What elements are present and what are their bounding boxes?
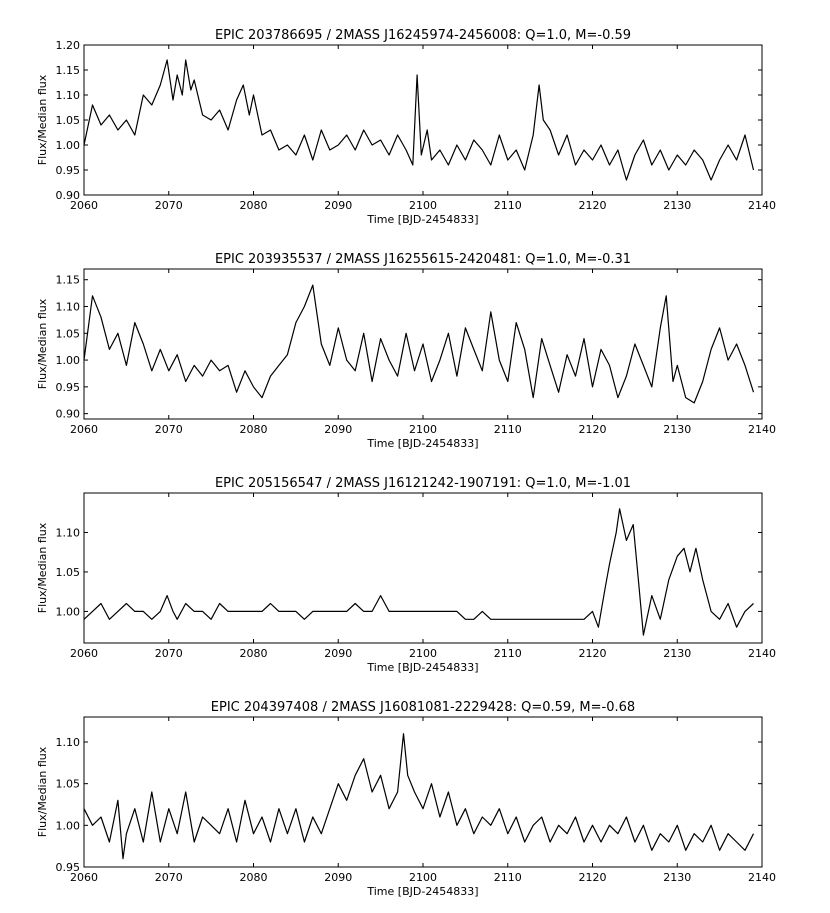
chart-panel-4: EPIC 204397408 / 2MASS J16081081-2229428…: [36, 700, 776, 898]
series-line-1: [83, 284, 755, 404]
x-tick-label: 2120: [579, 871, 607, 884]
y-tick-label: 0.95: [56, 861, 81, 874]
chart-title: EPIC 203786695 / 2MASS J16245974-2456008…: [215, 28, 631, 43]
x-tick-label: 2110: [494, 647, 522, 660]
x-tick-label: 2110: [494, 871, 522, 884]
x-tick-label: 2140: [748, 423, 776, 436]
x-tick-label: 2120: [579, 423, 607, 436]
chart-panel-2: EPIC 203935537 / 2MASS J16255615-2420481…: [36, 252, 776, 450]
y-tick-label: 1.05: [56, 114, 81, 127]
x-tick-label: 2110: [494, 423, 522, 436]
y-axis-label: Flux/Median flux: [36, 298, 49, 389]
x-tick-label: 2130: [663, 199, 691, 212]
chart-title: EPIC 203935537 / 2MASS J16255615-2420481…: [215, 252, 631, 267]
plot-frame: [83, 44, 763, 196]
y-tick-label: 1.20: [56, 39, 81, 52]
chart-panel-1: EPIC 203786695 / 2MASS J16245974-2456008…: [36, 28, 776, 226]
y-tick-label: 1.10: [56, 89, 81, 102]
y-tick-label: 0.90: [56, 189, 81, 202]
x-tick-label: 2120: [579, 647, 607, 660]
y-tick-label: 0.90: [56, 408, 81, 421]
x-tick-label: 2070: [155, 423, 183, 436]
x-tick-label: 2090: [324, 199, 352, 212]
series-line-1: [83, 508, 754, 636]
x-tick-label: 2140: [748, 199, 776, 212]
x-tick-label: 2060: [70, 871, 98, 884]
x-axis-label: Time [BJD-2454833]: [366, 661, 478, 674]
x-tick-label: 2070: [155, 647, 183, 660]
y-tick-label: 1.00: [56, 819, 81, 832]
x-tick-label: 2130: [663, 871, 691, 884]
y-tick-label: 1.15: [56, 274, 81, 287]
plot-frame: [83, 492, 763, 644]
x-axis-label: Time [BJD-2454833]: [366, 885, 478, 898]
x-tick-label: 2070: [155, 871, 183, 884]
x-tick-label: 2100: [409, 199, 437, 212]
x-tick-label: 2140: [748, 647, 776, 660]
x-tick-label: 2060: [70, 647, 98, 660]
x-tick-label: 2080: [240, 199, 268, 212]
x-tick-label: 2080: [240, 423, 268, 436]
chart-title: EPIC 204397408 / 2MASS J16081081-2229428…: [211, 700, 635, 715]
x-tick-label: 2100: [409, 647, 437, 660]
y-tick-label: 1.00: [56, 139, 81, 152]
y-tick-label: 1.10: [56, 526, 81, 539]
y-tick-label: 1.00: [56, 354, 81, 367]
y-tick-label: 1.10: [56, 301, 81, 314]
y-tick-label: 1.15: [56, 64, 81, 77]
chart-panel-3: EPIC 205156547 / 2MASS J16121242-1907191…: [36, 476, 776, 674]
x-tick-label: 2120: [579, 199, 607, 212]
x-tick-label: 2090: [324, 647, 352, 660]
x-tick-label: 2080: [240, 647, 268, 660]
y-axis-label: Flux/Median flux: [36, 746, 49, 837]
x-tick-label: 2060: [70, 423, 98, 436]
y-axis-label: Flux/Median flux: [36, 522, 49, 613]
y-tick-label: 0.95: [56, 381, 81, 394]
x-tick-label: 2100: [409, 871, 437, 884]
x-tick-label: 2100: [409, 423, 437, 436]
y-axis-label: Flux/Median flux: [36, 74, 49, 165]
x-tick-label: 2090: [324, 423, 352, 436]
x-tick-label: 2060: [70, 199, 98, 212]
y-tick-label: 1.05: [56, 327, 81, 340]
x-tick-label: 2090: [324, 871, 352, 884]
series-line-1: [83, 733, 755, 860]
x-tick-label: 2070: [155, 199, 183, 212]
y-tick-label: 0.95: [56, 164, 81, 177]
y-tick-label: 1.10: [56, 736, 81, 749]
y-tick-label: 1.05: [56, 566, 81, 579]
x-tick-label: 2130: [663, 647, 691, 660]
x-axis-label: Time [BJD-2454833]: [366, 213, 478, 226]
x-axis-label: Time [BJD-2454833]: [366, 437, 478, 450]
series-line-1: [83, 59, 755, 181]
x-tick-label: 2080: [240, 871, 268, 884]
chart-title: EPIC 205156547 / 2MASS J16121242-1907191…: [215, 476, 631, 491]
x-tick-label: 2130: [663, 423, 691, 436]
y-tick-label: 1.05: [56, 778, 81, 791]
y-tick-label: 1.00: [56, 605, 81, 618]
x-tick-label: 2140: [748, 871, 776, 884]
x-tick-label: 2110: [494, 199, 522, 212]
